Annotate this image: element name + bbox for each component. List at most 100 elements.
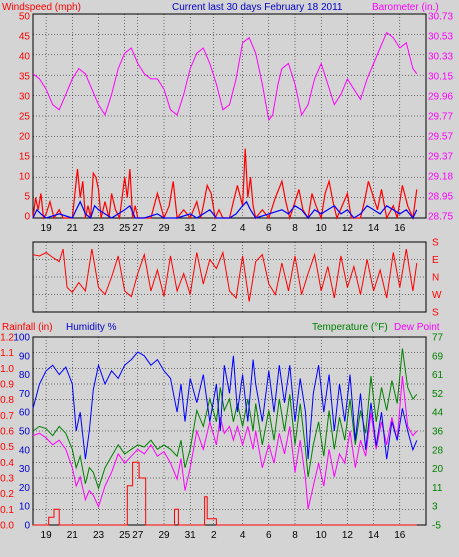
windspeed-tick-label: 20 — [19, 132, 31, 143]
x-tick-label: 14 — [368, 530, 380, 541]
wind-average-line — [32, 200, 418, 220]
temperature-tick-label: 77 — [432, 333, 444, 344]
windspeed-tick-label: 30 — [19, 92, 31, 103]
x-tick-label: 29 — [158, 223, 170, 234]
windspeed-tick-label: 5 — [24, 192, 30, 203]
climate-panel-x-ticks: 19 21 23 25 27 29 31 2 4 6 8 10 12 14 16 — [41, 530, 406, 541]
climate-panel-frame — [32, 336, 427, 526]
x-tick-label: 2 — [211, 530, 217, 541]
dewpoint-line — [32, 375, 418, 510]
x-tick-label: 12 — [342, 530, 354, 541]
x-tick-label: 4 — [240, 530, 246, 541]
wind-panel-series — [32, 31, 418, 221]
x-tick-label: 25 — [119, 223, 131, 234]
x-tick-label: 19 — [41, 530, 53, 541]
rainfall-tick-label: 0.1 — [0, 505, 14, 516]
rainfall-ticks: 0.0 0.1 0.2 0.3 0.4 0.5 0.6 0.7 0.8 0.9 1.0 1.1 1.2 — [0, 333, 14, 532]
direction-tick-label: S — [432, 238, 439, 249]
barometer-tick-label: 30.15 — [428, 72, 453, 83]
temperature-line — [32, 348, 418, 490]
humidity-tick-label: 0 — [24, 521, 30, 532]
rainfall-tick-label: 0.2 — [0, 489, 14, 500]
x-tick-label: 10 — [316, 530, 328, 541]
rainfall-tick-label: 0.4 — [0, 458, 14, 469]
direction-tick-label: N — [432, 273, 439, 284]
direction-tick-label: S — [432, 308, 439, 319]
x-tick-label: 23 — [93, 530, 105, 541]
humidity-tick-label: 30 — [19, 464, 31, 475]
x-tick-label: 10 — [316, 223, 328, 234]
temperature-tick-label: 61 — [432, 370, 444, 381]
temperature-tick-label: 36 — [432, 427, 444, 438]
windspeed-axis-title: Windspeed (mph) — [2, 2, 81, 13]
x-tick-label: 16 — [394, 223, 406, 234]
windspeed-tick-label: 50 — [19, 12, 31, 23]
x-tick-label: 6 — [266, 223, 272, 234]
humidity-tick-label: 60 — [19, 408, 31, 419]
direction-panel-grid — [33, 242, 426, 312]
rainfall-tick-label: 0.8 — [0, 395, 14, 406]
rainfall-tick-label: 0.9 — [0, 380, 14, 391]
barometer-tick-label: 29.18 — [428, 172, 453, 183]
humidity-axis-title: Humidity % — [66, 322, 117, 333]
humidity-tick-label: 80 — [19, 370, 31, 381]
temperature-tick-label: -5 — [432, 521, 441, 532]
x-tick-label: 25 — [119, 530, 131, 541]
humidity-tick-label: 10 — [19, 502, 31, 513]
wind-panel-x-ticks: 19 21 23 25 27 29 31 2 4 6 8 10 12 14 16 — [41, 223, 406, 234]
barometer-axis-title: Barometer (in.) — [372, 2, 439, 13]
rainfall-tick-label: 0.5 — [0, 442, 14, 453]
direction-tick-label: W — [432, 290, 442, 301]
x-tick-label: 14 — [368, 223, 380, 234]
temperature-tick-label: 28 — [432, 445, 444, 456]
chart-title: Current last 30 days February 18 2011 — [172, 2, 343, 13]
x-tick-label: 6 — [266, 530, 272, 541]
barometer-tick-label: 30.33 — [428, 52, 453, 63]
x-tick-label: 31 — [185, 223, 197, 234]
temperature-axis-title: Temperature (°F) — [312, 322, 388, 333]
climate-panel-series — [32, 348, 418, 526]
humidity-tick-label: 20 — [19, 483, 31, 494]
direction-panel-series — [32, 248, 418, 302]
temperature-tick-label: 11 — [432, 483, 443, 494]
barometer-tick-label: 28.95 — [428, 192, 453, 203]
x-tick-label: 29 — [158, 530, 170, 541]
windspeed-tick-label: 0 — [24, 212, 30, 223]
x-tick-label: 27 — [132, 530, 144, 541]
humidity-tick-label: 50 — [19, 427, 31, 438]
barometer-tick-label: 30.73 — [428, 12, 453, 23]
wind-panel-grid — [33, 14, 426, 218]
barometer-tick-label: 30.53 — [428, 32, 453, 43]
x-tick-label: 8 — [292, 223, 298, 234]
rainfall-tick-label: 0.0 — [0, 521, 14, 532]
barometer-tick-label: 28.75 — [428, 212, 453, 223]
rainfall-axis-title: Rainfall (in) — [2, 322, 53, 333]
barometer-tick-label: 29.77 — [428, 112, 453, 123]
rainfall-tick-label: 0.3 — [0, 474, 14, 485]
climate-panel-grid — [33, 337, 426, 525]
temperature-tick-label: 52 — [432, 389, 444, 400]
windspeed-tick-label: 15 — [19, 152, 31, 163]
x-tick-label: 16 — [394, 530, 406, 541]
direction-panel-frame — [32, 241, 427, 313]
x-tick-label: 8 — [292, 530, 298, 541]
x-tick-label: 27 — [132, 223, 144, 234]
x-tick-label: 4 — [240, 223, 246, 234]
humidity-tick-label: 40 — [19, 445, 31, 456]
wind-direction-line — [32, 248, 418, 302]
barometer-line — [32, 31, 418, 122]
temperature-tick-label: 69 — [432, 351, 444, 362]
windspeed-tick-label: 10 — [19, 172, 31, 183]
wind-gust-line — [32, 148, 418, 221]
x-tick-label: 21 — [67, 530, 79, 541]
windspeed-tick-label: 25 — [19, 112, 31, 123]
x-tick-label: 21 — [67, 223, 79, 234]
rainfall-tick-label: 1.1 — [0, 348, 14, 359]
windspeed-ticks: 0 5 10 15 20 25 30 35 40 45 50 — [19, 12, 31, 223]
x-tick-label: 12 — [342, 223, 354, 234]
humidity-line — [32, 351, 418, 460]
x-tick-label: 19 — [41, 223, 53, 234]
